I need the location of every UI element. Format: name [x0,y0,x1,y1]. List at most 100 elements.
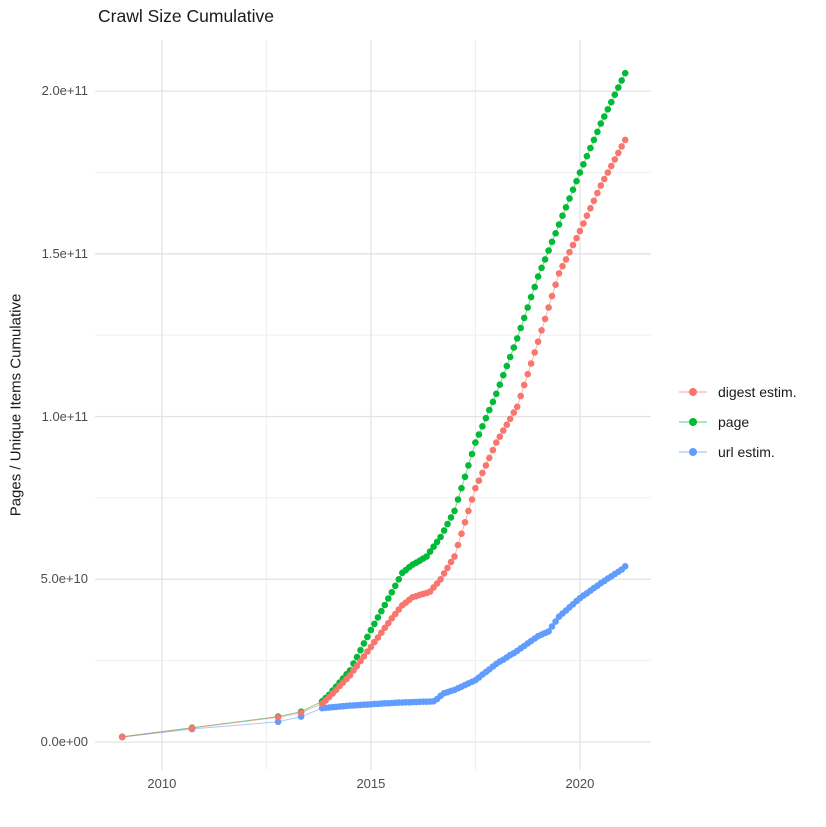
data-point-digest-estim [608,162,615,170]
data-point-digest-estim [601,175,608,183]
data-point-page [367,626,375,634]
data-point-url-estim [545,628,552,635]
data-point-page [371,620,378,628]
data-point-page [524,304,531,311]
data-point-page [545,247,552,254]
x-tick-label: 2015 [356,776,386,791]
data-point-digest-estim [531,349,538,356]
data-point-page [531,283,538,291]
data-point-page [489,398,497,406]
data-point-page [360,640,368,647]
y-tick-label: 0.0e+00 [40,734,88,749]
data-point-page [506,353,514,361]
data-point-page [510,344,518,351]
data-point-page [486,406,493,414]
data-point-digest-estim [538,327,545,334]
data-point-page [440,527,448,534]
data-point-digest-estim [573,234,580,242]
data-point-page [580,161,587,168]
data-point-page [618,77,625,84]
data-point-digest-estim [503,421,511,429]
data-point-page [437,533,444,541]
data-point-digest-estim [392,610,399,618]
y-tick-label: 5.0e+10 [40,571,88,587]
legend: digest estim. page url estim. [678,377,797,467]
data-point-digest-estim [458,530,465,537]
data-point-digest-estim [580,220,587,227]
legend-marker-url-icon [679,448,707,456]
data-point-digest-estim [360,653,368,660]
data-point-page [576,169,584,176]
data-point-page [517,324,524,332]
data-point-page [562,204,570,211]
data-point-digest-estim [548,292,556,300]
data-point-digest-estim [496,433,504,441]
data-point-page [594,128,601,136]
data-point-digest-estim [381,624,389,632]
data-point-page [538,264,545,272]
data-point-page [566,195,573,202]
data-point-page [392,582,399,590]
data-point-digest-estim [367,643,375,651]
legend-item-page: page [678,407,797,437]
data-point-digest-estim [545,304,552,311]
data-point-digest-estim [378,629,385,636]
data-point-digest-estim [371,638,378,646]
y-tick-label: 1.5e+11 [41,245,88,261]
data-point-digest-estim [604,169,612,176]
data-point-page [472,439,479,446]
data-point-digest-estim [465,507,472,515]
data-point-digest-estim [350,667,357,674]
data-point-digest-estim [461,519,469,526]
data-point-digest-estim [444,564,451,572]
data-point-digest-estim [297,709,305,716]
data-point-digest-estim [594,189,601,197]
data-point-digest-estim [566,248,573,256]
data-point-page [615,84,622,91]
series-line-url-estim [122,565,626,738]
data-point-digest-estim [489,446,497,454]
data-point-digest-estim [346,672,354,679]
data-point-digest-estim [559,262,566,270]
data-point-digest-estim [472,484,479,492]
legend-label-url: url estim. [718,444,775,460]
data-point-digest-estim [506,415,514,423]
legend-item-url: url estim. [678,437,797,467]
data-point-page [423,553,430,560]
data-point-digest-estim [510,409,518,416]
data-point-digest-estim [500,427,507,434]
data-point-digest-estim [364,648,371,655]
data-point-url-estim [548,623,556,630]
data-point-page [513,335,521,342]
data-point-page [468,450,476,458]
data-point-digest-estim [618,143,625,150]
data-point-url-estim [552,618,559,625]
data-point-page [500,371,507,379]
data-point-page [583,152,591,160]
data-point-page [496,381,504,389]
data-point-page [357,646,364,654]
data-point-digest-estim [520,381,528,389]
data-point-page [465,462,472,469]
data-point-digest-estim [451,553,458,560]
data-point-digest-estim [587,205,594,212]
data-point-page [604,106,612,113]
data-point-digest-estim [541,315,549,323]
data-point-page [430,543,437,550]
y-tick-label: 1.0e+11 [41,408,88,424]
data-point-digest-estim [353,662,361,670]
data-point-digest-estim [513,403,521,411]
legend-label-page: page [718,414,750,430]
legend-marker-digest-icon [679,388,707,396]
data-point-page [381,601,389,609]
data-point-page [433,538,441,546]
data-point-digest-estim [274,714,282,721]
data-point-page [475,431,483,438]
data-point-digest-estim [447,558,455,566]
data-point-digest-estim [590,197,598,205]
data-point-page [552,230,559,237]
legend-label-digest: digest estim. [718,384,797,400]
x-tick-label: 2010 [147,776,177,791]
data-point-page [520,314,528,322]
